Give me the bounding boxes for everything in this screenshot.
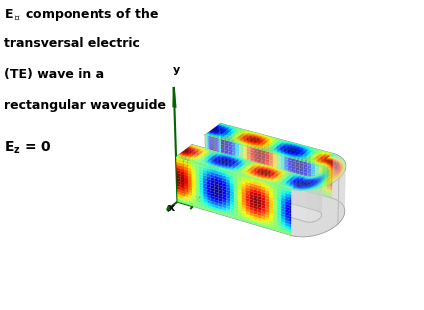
Text: transversal electric: transversal electric	[4, 37, 140, 50]
Text: $\mathbf{E_z}$ = 0: $\mathbf{E_z}$ = 0	[4, 140, 52, 156]
Text: (TE) wave in a: (TE) wave in a	[4, 68, 104, 81]
Text: $\mathbf{E_\perp}$ components of the: $\mathbf{E_\perp}$ components of the	[4, 6, 159, 23]
Text: rectangular waveguide: rectangular waveguide	[4, 99, 166, 112]
